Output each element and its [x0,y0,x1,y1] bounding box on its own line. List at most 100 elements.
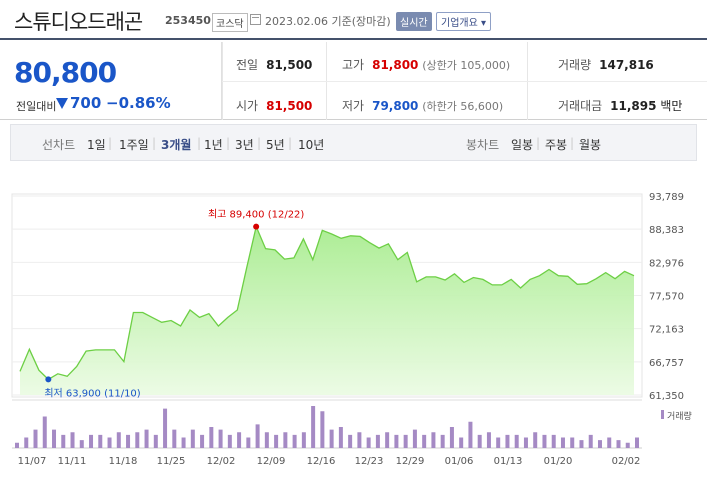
volume-bar [200,434,205,448]
volume-bar [338,427,343,448]
down-arrow-icon [56,98,68,109]
volume-bar [329,429,334,448]
period-5y[interactable]: 5년 [266,138,285,152]
price-change-percent: −0.86% [106,94,171,112]
line-chart-label: 선차트 [42,138,76,152]
calendar-icon [250,14,261,25]
volume-bar [283,432,288,448]
volume-bar [570,437,575,448]
y-tick-label: 77,570 [649,292,684,303]
candle-chart-label: 봉차트 [466,138,500,152]
company-overview-dropdown[interactable]: 기업개요 ▾ [436,12,491,31]
candle-weekly[interactable]: 주봉 [545,138,568,152]
volume-bar [496,437,501,448]
volume-bar [625,442,630,448]
x-tick-label: 11/25 [157,456,186,467]
volume-bar [459,437,464,448]
volume-bar [190,429,195,448]
stat-prev-close: 전일 81,500 [236,58,313,72]
price-area [20,226,634,395]
y-tick-label: 72,163 [649,325,684,336]
x-tick-label: 11/07 [18,456,47,467]
volume-bar [89,434,94,448]
x-tick-label: 01/20 [544,456,573,467]
period-1w[interactable]: 1주일 [119,138,149,152]
stat-volume: 거래량 147,816 [558,58,654,72]
volume-bar [385,432,390,448]
volume-bar [422,434,427,448]
stat-low: 저가 79,800 (하한가 56,600) [342,99,504,113]
x-tick-label: 12/09 [257,456,286,467]
stat-high: 고가 81,800 (상한가 105,000) [342,58,511,72]
volume-bar [394,434,399,448]
volume-bar [116,432,121,448]
volume-bar [301,432,306,448]
volume-bar [218,429,223,448]
volume-bar [209,427,214,448]
change-label: 전일대비 [16,100,57,113]
volume-bar [542,434,547,448]
volume-bar [412,429,417,448]
high-annotation: 최고 89,400 (12/22) [208,209,304,221]
stock-header: 스튜디오드래곤 253450 코스닥 2023.02.06 기준(장마감) 실시… [0,0,707,40]
volume-bar [237,432,242,448]
x-tick-label: 12/23 [355,456,384,467]
volume-bar [61,434,66,448]
volume-bar [274,434,279,448]
volume-bar [560,437,565,448]
volume-bar [153,434,158,448]
volume-bar [33,429,38,448]
volume-bar [348,434,353,448]
volume-bar [588,434,593,448]
volume-bar [163,408,168,448]
stock-code: 253450 [165,14,211,27]
y-tick-label: 66,757 [649,358,684,369]
x-tick-label: 12/02 [207,456,236,467]
volume-bar [15,442,19,448]
price-change: 700 [70,94,102,112]
price-chart: 93,789 88,383 82,976 77,570 72,163 66,757 61,3… [0,170,707,485]
volume-bar [172,429,177,448]
volume-bar [24,437,29,448]
price-line [19,224,635,381]
volume-bar [616,440,621,448]
volume-bar [126,434,131,448]
stock-name: 스튜디오드래곤 [14,10,143,34]
x-tick-label: 11/18 [109,456,138,467]
volume-bar [255,424,260,448]
volume-bar [227,434,232,448]
period-10y[interactable]: 10년 [298,138,325,152]
period-3m[interactable]: 3개월 [161,138,192,152]
candle-daily[interactable]: 일봉 [511,138,534,152]
volume-bar [468,421,473,448]
volume-bar [52,429,57,448]
y-tick-label: 61,350 [649,391,684,402]
volume-bar [70,432,75,448]
x-tick-label: 11/11 [58,456,87,467]
volume-bar [597,440,602,448]
volume-bar [292,434,297,448]
volume-bar [431,432,436,448]
period-3y[interactable]: 3년 [235,138,254,152]
realtime-button[interactable]: 실시간 [396,12,432,31]
chart-toolbar: 선차트 1일 | 1주일 | 3개월 | 1년 | 3년 | 5년 | 10년 … [10,124,697,161]
volume-bar [579,440,584,448]
x-tick-label: 12/16 [307,456,336,467]
stat-amount: 거래대금 11,895 백만 [558,99,683,113]
volume-bar [523,437,528,448]
volume-bar [403,434,408,448]
volume-legend-swatch [661,410,664,419]
volume-bar [551,434,556,448]
price-chart-svg: 93,789 88,383 82,976 77,570 72,163 66,757 61,3… [11,192,692,467]
low-annotation: 최저 63,900 (11/10) [44,387,140,399]
period-1y[interactable]: 1년 [204,138,223,152]
candle-monthly[interactable]: 월봉 [579,138,602,152]
volume-bar [366,437,371,448]
period-1d[interactable]: 1일 [87,138,106,152]
high-marker [253,223,260,230]
x-tick-label: 12/29 [396,456,425,467]
volume-bar [181,437,186,448]
volume-bar [357,432,362,448]
price-stats-grid: 전일 81,500 고가 81,800 (상한가 105,000) 거래량 147,8… [222,42,707,120]
volume-bar [505,434,510,448]
